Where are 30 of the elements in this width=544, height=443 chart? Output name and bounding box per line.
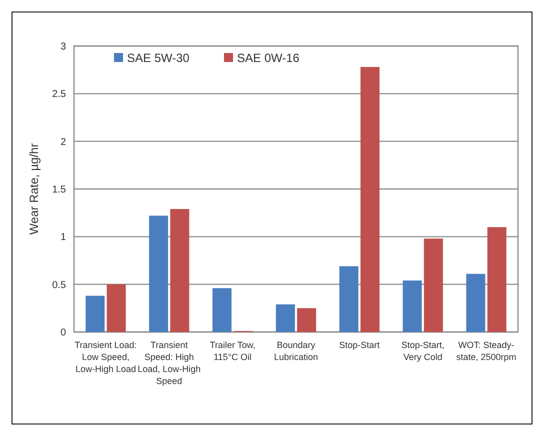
y-tick-label: 0: [60, 328, 66, 338]
bar: [276, 304, 295, 332]
x-tick-label: WOT: Steady-state, 2500rpm: [456, 340, 516, 362]
y-axis-title: Wear Rate, µg/hr: [27, 143, 41, 235]
y-tick-label: 3: [60, 42, 66, 52]
legend-label: SAE 0W-16: [237, 51, 300, 66]
bar: [487, 227, 506, 332]
bar: [86, 296, 105, 332]
bar: [424, 238, 443, 332]
bar: [106, 284, 126, 332]
y-tick-label: 0.5: [52, 280, 66, 291]
x-tick-label: Trailer Tow, 115°C Oil: [210, 340, 256, 362]
x-tick-label: Stop-Start, Very Cold: [401, 340, 444, 362]
bar: [149, 216, 168, 332]
bar: [297, 308, 316, 332]
x-tick-label: Transient Load: Low Speed, Low-High Load: [74, 340, 137, 374]
x-tick-label: Transient Speed: High Load, Low-High Speed: [138, 340, 201, 386]
x-tick-label: Stop-Start: [339, 340, 380, 350]
y-tick-label: 2: [60, 136, 66, 148]
y-tick-label: 1.5: [52, 184, 66, 196]
bar: [339, 266, 358, 332]
bar: [360, 66, 380, 332]
y-tick-label: 2.5: [52, 89, 66, 100]
bar: [170, 209, 190, 332]
legend-label: SAE 5W-30: [127, 51, 190, 66]
bar: [466, 274, 486, 332]
x-tick-label: Boundary Lubrication: [274, 340, 318, 362]
y-tick-label: 1: [60, 232, 66, 244]
bar: [212, 288, 232, 332]
bar: [402, 280, 422, 332]
